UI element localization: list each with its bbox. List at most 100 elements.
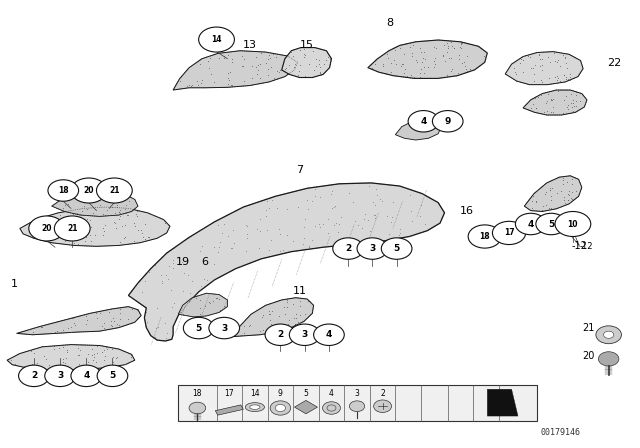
Point — [214, 55, 225, 62]
Point — [319, 60, 330, 68]
Text: 17: 17 — [504, 228, 515, 237]
Point — [61, 233, 72, 240]
Point — [406, 217, 417, 224]
Point — [124, 198, 134, 205]
Point — [200, 302, 211, 309]
Circle shape — [374, 400, 392, 413]
Circle shape — [333, 238, 364, 259]
Point — [55, 205, 65, 212]
Point — [292, 203, 303, 210]
Point — [197, 77, 207, 84]
Circle shape — [408, 111, 439, 132]
Point — [264, 310, 275, 317]
Text: 4: 4 — [420, 117, 427, 126]
Text: 5: 5 — [196, 323, 202, 332]
Point — [561, 59, 572, 66]
Point — [81, 321, 92, 328]
Point — [84, 195, 95, 202]
Point — [394, 232, 404, 239]
Circle shape — [515, 213, 546, 235]
Text: 2: 2 — [31, 371, 37, 380]
Point — [219, 302, 229, 310]
Point — [479, 52, 489, 59]
Point — [325, 55, 335, 62]
Point — [563, 196, 573, 203]
Point — [531, 198, 541, 206]
Point — [109, 220, 120, 227]
Point — [129, 223, 140, 230]
Point — [357, 224, 367, 231]
Circle shape — [596, 326, 621, 344]
Point — [419, 64, 429, 71]
Point — [446, 38, 456, 45]
Point — [168, 265, 178, 272]
Point — [237, 63, 248, 70]
Point — [457, 39, 467, 47]
Point — [534, 50, 545, 57]
Point — [91, 358, 101, 365]
Point — [243, 223, 253, 230]
Point — [72, 209, 82, 216]
Point — [266, 237, 276, 244]
Point — [541, 99, 551, 106]
Point — [109, 324, 120, 331]
Point — [261, 212, 271, 219]
Text: 2: 2 — [277, 330, 284, 339]
Text: 4: 4 — [83, 371, 90, 380]
Point — [202, 276, 212, 284]
Point — [141, 319, 152, 326]
Point — [460, 62, 470, 69]
Circle shape — [270, 401, 291, 415]
Point — [364, 182, 374, 190]
Point — [419, 220, 429, 228]
Point — [195, 247, 205, 254]
Point — [137, 230, 147, 237]
Point — [543, 54, 554, 61]
Point — [412, 56, 422, 64]
Point — [415, 44, 426, 52]
Point — [188, 82, 198, 89]
Circle shape — [19, 365, 49, 387]
Point — [70, 220, 81, 227]
Circle shape — [189, 402, 205, 414]
Point — [68, 314, 78, 322]
Point — [85, 216, 95, 223]
Point — [81, 211, 91, 219]
Point — [61, 354, 71, 362]
Point — [29, 219, 39, 226]
Point — [454, 52, 464, 59]
Point — [545, 185, 555, 192]
Point — [251, 81, 261, 88]
Point — [314, 220, 324, 227]
Point — [99, 319, 109, 327]
Point — [290, 321, 300, 328]
Point — [527, 204, 537, 211]
Point — [10, 360, 20, 367]
Point — [95, 310, 105, 317]
Point — [168, 256, 178, 263]
Point — [106, 318, 116, 325]
Point — [398, 60, 408, 67]
Polygon shape — [17, 306, 141, 335]
Point — [532, 93, 543, 100]
Point — [109, 219, 120, 226]
Point — [567, 180, 577, 187]
Point — [465, 66, 475, 73]
Point — [415, 73, 425, 80]
Point — [54, 211, 65, 219]
Point — [143, 233, 153, 241]
Point — [369, 211, 379, 219]
Circle shape — [71, 365, 102, 387]
Point — [177, 287, 188, 294]
Point — [310, 192, 321, 199]
Text: 4: 4 — [326, 330, 332, 339]
Point — [205, 54, 215, 61]
Point — [92, 343, 102, 350]
Circle shape — [97, 178, 132, 203]
Point — [98, 211, 108, 218]
Point — [19, 363, 29, 370]
Point — [257, 314, 268, 321]
Point — [49, 346, 60, 353]
Point — [162, 330, 172, 337]
Point — [348, 198, 358, 205]
